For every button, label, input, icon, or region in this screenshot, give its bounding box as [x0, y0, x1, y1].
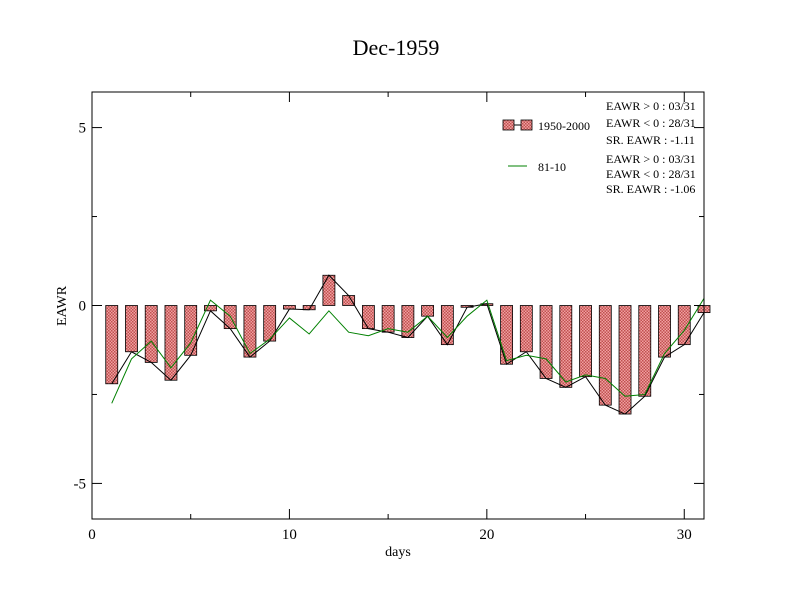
legend-stat-1-sr: SR. EAWR : -1.11 [606, 133, 695, 147]
legend-bar-swatch-left [502, 119, 515, 131]
bar-day-22 [519, 305, 533, 353]
legend: 1950-2000 81-10 EAWR > 0 : 03/31 EAWR < … [502, 99, 696, 196]
chart-title: Dec-1959 [353, 35, 440, 60]
bar-day-24 [559, 305, 573, 388]
x-axis-label: days [385, 545, 411, 560]
legend-bar-swatch-right [520, 119, 533, 131]
y-tick-label: 0 [79, 299, 87, 315]
bar-day-13 [342, 295, 356, 306]
y-tick-label: 5 [79, 121, 87, 137]
bar-day-4 [164, 305, 178, 381]
x-tick-label: 30 [677, 527, 692, 543]
legend-stat-1-positive: EAWR > 0 : 03/31 [606, 99, 696, 113]
legend-label-81-10: 81-10 [538, 160, 566, 174]
bar-day-26 [598, 305, 612, 406]
legend-stat-1-negative: EAWR < 0 : 28/31 [606, 116, 696, 130]
bar-day-3 [144, 305, 158, 363]
bar-day-1 [105, 305, 119, 385]
legend-label-1950-2000: 1950-2000 [538, 119, 590, 133]
legend-stat-2-sr: SR. EAWR : -1.06 [606, 182, 695, 196]
bar-day-8 [243, 305, 257, 358]
legend-stat-2-negative: EAWR < 0 : 28/31 [606, 167, 696, 181]
series-81-10-line [111, 298, 705, 404]
bar-day-23 [539, 305, 553, 379]
y-axis-label: EAWR [55, 285, 70, 326]
bar-day-10 [283, 305, 296, 310]
bar-day-14 [361, 305, 375, 330]
bar-day-2 [125, 305, 138, 353]
bar-day-21 [500, 305, 513, 365]
bar-day-28 [638, 305, 652, 397]
bar-day-27 [618, 305, 632, 415]
legend-stat-2-positive: EAWR > 0 : 03/31 [606, 152, 696, 166]
x-tick-label: 10 [282, 527, 297, 543]
y-tick-label: -5 [74, 476, 87, 492]
bar-day-25 [579, 305, 592, 378]
x-tick-label: 0 [88, 527, 96, 543]
x-tick-label: 20 [479, 527, 494, 543]
bar-day-17 [421, 305, 435, 317]
bar-day-9 [263, 305, 277, 342]
series-1950-2000-line [111, 274, 705, 415]
